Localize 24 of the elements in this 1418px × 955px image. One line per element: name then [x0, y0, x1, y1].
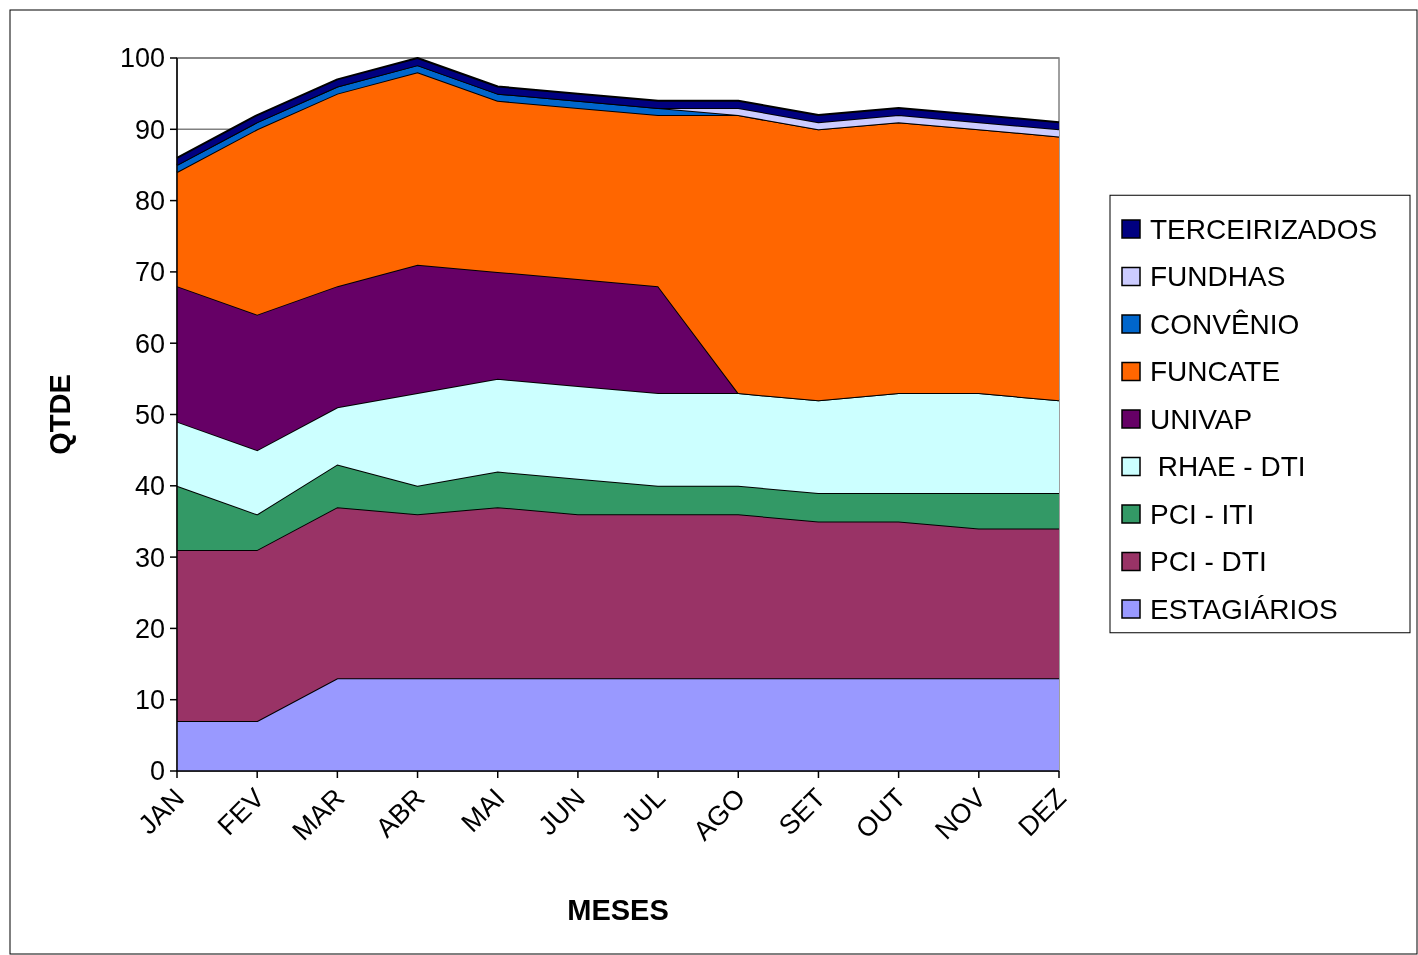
y-tick-label: 100: [119, 43, 165, 74]
y-tick-label: 80: [134, 186, 165, 217]
legend-label: FUNDHAS: [1150, 261, 1286, 293]
legend-label: RHAE - DTI: [1150, 451, 1306, 483]
y-tick-label: 20: [134, 613, 165, 644]
x-tick-label: JUL: [615, 782, 672, 838]
y-tick-label: 40: [134, 471, 165, 502]
y-axis-title: QTDE: [44, 374, 76, 455]
y-tick-label: 0: [149, 756, 165, 787]
x-tick-label: MAI: [455, 782, 511, 838]
y-tick-label: 50: [134, 399, 165, 430]
y-tick-label: 60: [134, 328, 165, 359]
legend-label: TERCEIRIZADOS: [1150, 213, 1378, 245]
y-tick-label: 70: [134, 257, 165, 288]
legend-label: CONVÊNIO: [1150, 308, 1300, 340]
x-axis-title: MESES: [567, 894, 669, 926]
y-tick-label: 30: [134, 542, 165, 573]
legend-label: UNIVAP: [1150, 403, 1253, 435]
y-tick-label: 10: [134, 685, 165, 716]
legend-label: FUNCATE: [1150, 356, 1281, 388]
legend-label: PCI - DTI: [1150, 546, 1267, 578]
legend-label: PCI - ITI: [1150, 498, 1255, 530]
y-tick-label: 90: [134, 114, 165, 145]
legend-label: ESTAGIÁRIOS: [1150, 593, 1338, 625]
